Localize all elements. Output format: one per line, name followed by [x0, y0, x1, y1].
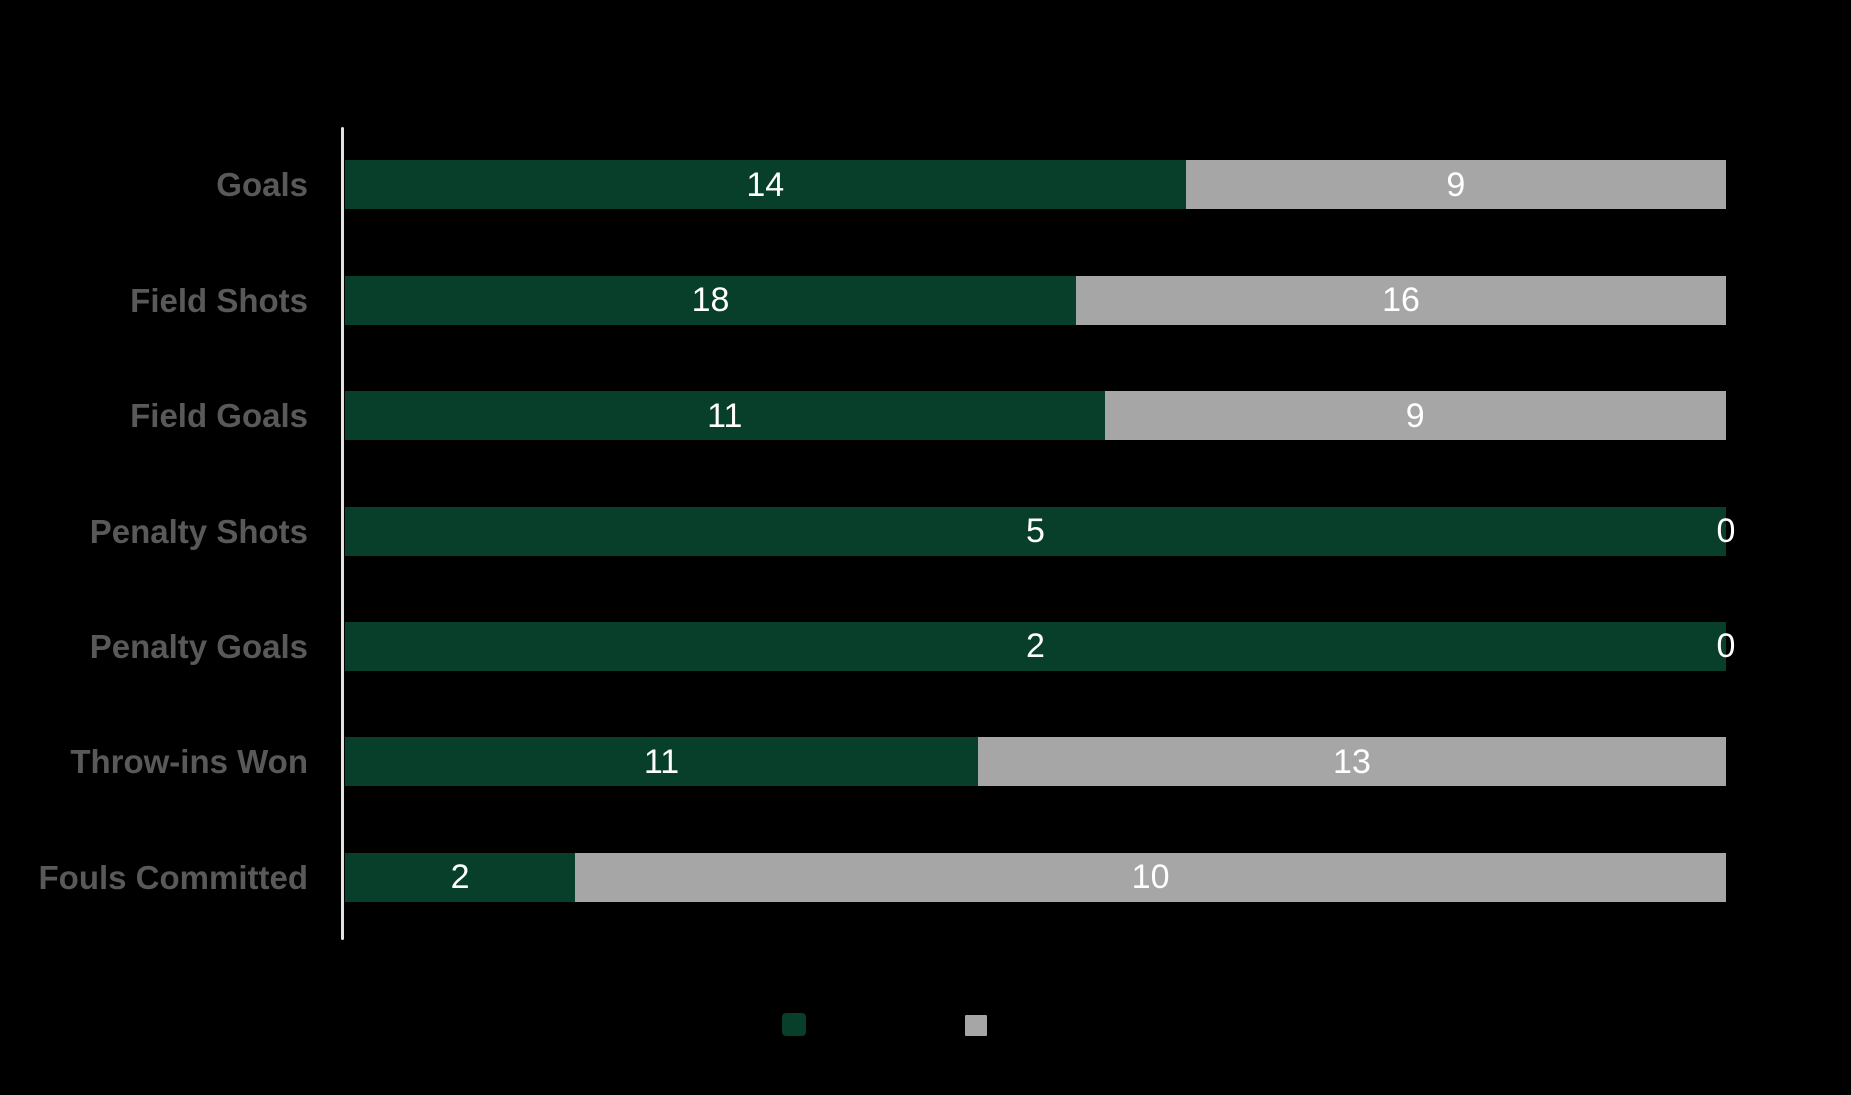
category-label: Penalty Goals — [89, 627, 308, 665]
stacked-bar: 11 13 — [345, 737, 1726, 787]
value-label: 11 — [707, 396, 743, 435]
segment-grey-team: 13 — [977, 737, 1726, 787]
segment-green-team: 2 — [345, 621, 1726, 671]
bar-row: Field Goals 11 9 — [0, 391, 1851, 441]
segment-grey-team: 10 — [575, 852, 1726, 902]
segment-green-team: 5 — [345, 506, 1726, 556]
value-label: 0 — [1716, 512, 1736, 550]
stacked-bar: 2 10 — [345, 852, 1726, 902]
category-label: Field Shots — [130, 281, 308, 319]
bar-row: Penalty Goals 2 0 — [0, 621, 1851, 671]
bar-row: Field Shots 18 16 — [0, 275, 1851, 325]
y-axis-line — [341, 127, 344, 940]
segment-green-team: 14 — [345, 160, 1186, 210]
stacked-bar: 18 16 — [345, 275, 1726, 325]
bar-row: Fouls Committed 2 10 — [0, 852, 1851, 902]
segment-grey-team: 16 — [1076, 275, 1726, 325]
stacked-bar: 14 9 — [345, 160, 1726, 210]
legend-swatch-green — [782, 1013, 806, 1036]
category-label: Field Goals — [130, 397, 308, 435]
value-label: 2 — [1026, 627, 1045, 666]
segment-green-team: 11 — [345, 737, 978, 787]
segment-green-team: 18 — [345, 275, 1077, 325]
segment-green-team: 2 — [345, 852, 576, 902]
value-label: 18 — [691, 281, 730, 320]
category-label: Fouls Committed — [38, 858, 309, 896]
value-label: 9 — [1405, 396, 1425, 435]
category-label: Goals — [216, 166, 308, 204]
bar-row: Throw-ins Won 11 13 — [0, 737, 1851, 787]
value-label: 2 — [450, 858, 470, 897]
bar-row: Goals 14 9 — [0, 160, 1851, 210]
value-label: 11 — [643, 742, 680, 781]
value-label: 0 — [1716, 627, 1736, 666]
category-label: Penalty Shots — [89, 512, 308, 550]
bar-row: Penalty Shots 5 0 — [0, 506, 1851, 556]
legend-swatch-grey — [965, 1015, 987, 1036]
value-label: 5 — [1026, 512, 1045, 550]
value-label: 10 — [1131, 858, 1170, 897]
value-label: 14 — [746, 165, 785, 204]
category-label: Throw-ins Won — [70, 743, 308, 781]
value-label: 16 — [1382, 281, 1420, 320]
stacked-bar: 11 9 — [345, 391, 1726, 441]
segment-green-team: 11 — [345, 391, 1105, 441]
value-label: 13 — [1333, 742, 1371, 781]
segment-grey-team: 9 — [1185, 160, 1726, 210]
segment-grey-team: 9 — [1104, 391, 1726, 441]
value-label: 9 — [1446, 165, 1466, 204]
